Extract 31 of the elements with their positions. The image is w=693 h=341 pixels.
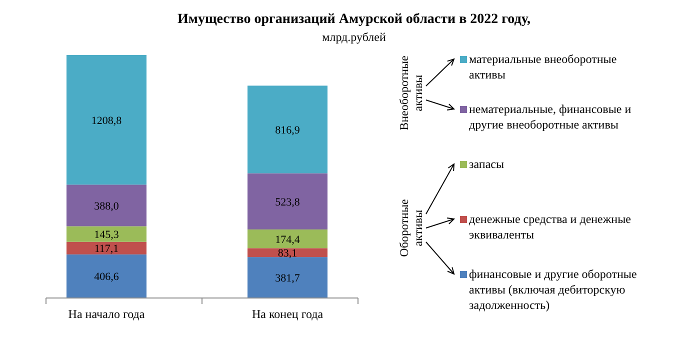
text: Внеоборотные активы (397, 56, 425, 130)
x-tick-label: На начало года (68, 307, 146, 321)
data-label: 523,8 (275, 196, 300, 208)
bar (248, 248, 328, 258)
data-label: 1208,8 (91, 114, 122, 127)
bar (66, 242, 146, 254)
data-label: 83,1 (278, 248, 298, 260)
bar (66, 254, 146, 298)
data-label: 381,7 (275, 272, 300, 285)
data-label: 174,4 (275, 234, 300, 246)
bar (248, 86, 328, 174)
chart-title: Имущество организаций Амурской области в 2022 году, (178, 12, 530, 27)
text: Оборотные активы (397, 199, 425, 257)
bar (66, 184, 146, 226)
x-tick-label: На конец года (252, 307, 324, 321)
bar (248, 257, 328, 298)
legend-label: материальные внеоборотные активы (469, 52, 617, 82)
bar (248, 229, 328, 248)
chart-subtitle: млрд.рублей (322, 30, 386, 44)
data-label: 117,1 (94, 243, 119, 256)
bar (66, 226, 146, 242)
data-label: 145,3 (94, 229, 120, 242)
bar (66, 55, 146, 185)
legend-label: финансовые и другие оборотные активы (включая дебиторскую задолженность) (469, 267, 637, 312)
data-label: 388,0 (94, 200, 120, 212)
data-label: 406,6 (94, 271, 120, 284)
data-label: 816,9 (275, 124, 300, 136)
legend-label: запасы (469, 157, 504, 171)
legend-label: нематериальные, финансовые и другие внеоборотные активы (469, 102, 632, 132)
legend-label: денежные средства и денежные эквиваленты (469, 212, 631, 242)
bar (248, 173, 328, 230)
